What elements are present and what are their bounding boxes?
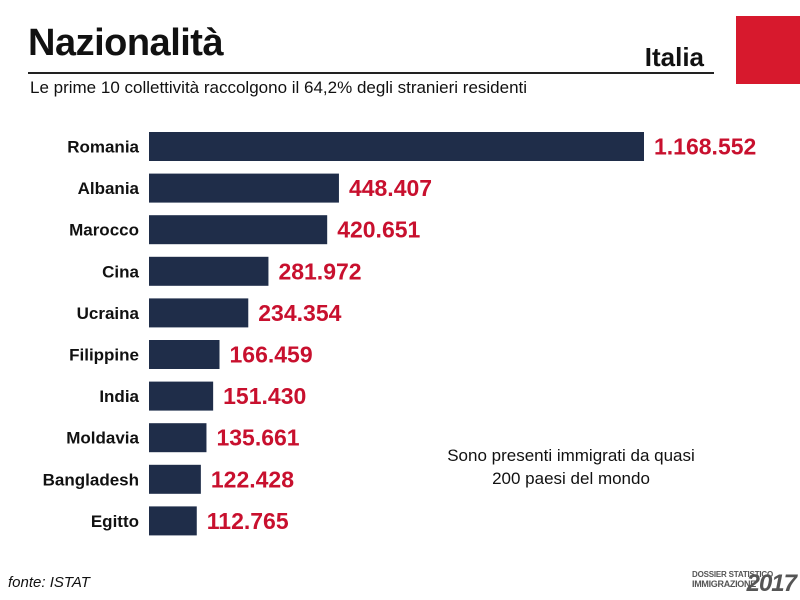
chart-title: Nazionalità — [28, 22, 224, 64]
category-label: India — [99, 387, 139, 406]
category-label: Bangladesh — [43, 470, 139, 489]
annotation-note: Sono presenti immigrati da quasi 200 pae… — [418, 444, 724, 490]
dossier-logo: DOSSIER STATISTICO IMMIGRAZIONE 2017 — [692, 570, 797, 598]
title-rule — [28, 72, 714, 74]
category-label: Moldavia — [66, 429, 139, 448]
bar-india — [149, 381, 214, 411]
bar-cina — [149, 256, 269, 286]
chart-subtitle: Le prime 10 collettività raccolgono il 6… — [30, 78, 528, 97]
value-label: 166.459 — [230, 342, 313, 368]
value-label: 151.430 — [223, 383, 306, 409]
category-label: Albania — [78, 179, 140, 198]
value-label: 420.651 — [337, 217, 420, 243]
bar-filippine — [149, 340, 220, 369]
value-label: 234.354 — [258, 300, 341, 326]
bar-marocco — [149, 215, 328, 245]
category-label: Filippine — [69, 346, 139, 365]
bar-bangladesh — [149, 464, 201, 494]
value-label: 112.765 — [207, 508, 289, 534]
logo-text-mid: IMMIGRAZIONE — [692, 579, 756, 589]
bar-moldavia — [149, 423, 207, 453]
bar-albania — [149, 173, 339, 203]
logo-text-top: DOSSIER STATISTICO — [692, 570, 773, 579]
category-label: Egitto — [91, 512, 139, 531]
bar-ucraina — [149, 298, 249, 328]
category-label: Cina — [102, 262, 139, 281]
category-label: Romania — [67, 138, 139, 157]
bar-romania — [149, 132, 644, 161]
logo-year: 2017 — [746, 570, 797, 597]
country-label: Italia — [644, 42, 704, 72]
value-label: 1.168.552 — [654, 134, 756, 160]
red-accent-block — [736, 16, 800, 84]
value-label: 448.407 — [349, 175, 432, 201]
bar-egitto — [149, 506, 197, 536]
value-label: 122.428 — [211, 466, 294, 492]
category-label: Ucraina — [77, 304, 140, 323]
value-label: 281.972 — [278, 258, 361, 284]
category-label: Marocco — [69, 221, 139, 240]
source-label: fonte: ISTAT — [8, 574, 90, 591]
note-line-2: 200 paesi del mondo — [492, 469, 650, 488]
value-label: 135.661 — [216, 425, 299, 451]
note-line-1: Sono presenti immigrati da quasi — [447, 446, 695, 465]
